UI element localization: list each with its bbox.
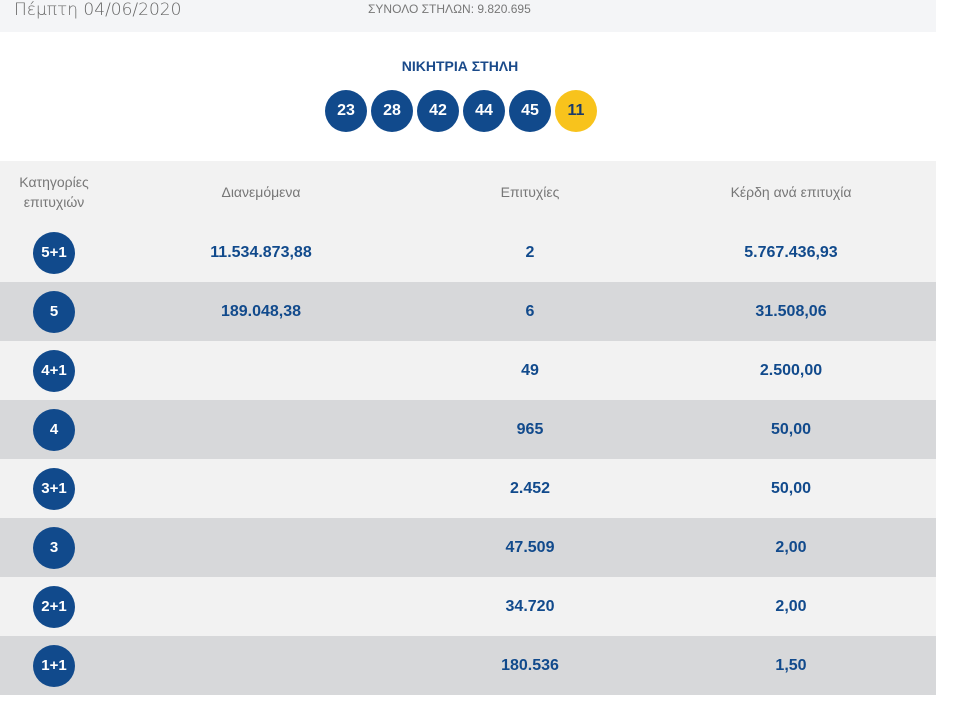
- category-badge: 2+1: [33, 585, 75, 628]
- number-ball: 42: [417, 90, 459, 132]
- category-badge: 3+1: [33, 467, 75, 510]
- category-badge: 4+1: [33, 349, 75, 392]
- joker-ball: 11: [555, 90, 597, 132]
- winning-column-title: ΝΙΚΗΤΡΙΑ ΣΤΗΛΗ: [401, 58, 519, 74]
- table-row: 4+1 49 2.500,00: [0, 341, 936, 400]
- category-cell: 4+1: [0, 349, 108, 392]
- prize-cell: 2,00: [775, 538, 807, 556]
- winners-cell: 180.536: [501, 656, 559, 674]
- table-row: 2+1 34.720 2,00: [0, 577, 936, 636]
- header-prize: Κέρδη ανά επιτυχία: [730, 184, 852, 200]
- winners-cell: 49: [521, 361, 539, 379]
- table-row: 4 965 50,00: [0, 400, 936, 459]
- category-cell: 5: [0, 290, 108, 333]
- draw-date: Πέμπτη 04/06/2020: [14, 0, 182, 20]
- winners-cell: 2.452: [509, 479, 551, 497]
- number-ball: 44: [463, 90, 505, 132]
- category-badge: 1+1: [33, 644, 75, 687]
- winners-cell: 47.509: [505, 538, 555, 556]
- category-badge: 5+1: [33, 231, 75, 274]
- distributed-cell: 189.048,38: [220, 302, 302, 320]
- table-row: 3 47.509 2,00: [0, 518, 936, 577]
- number-ball: 45: [509, 90, 551, 132]
- category-badge: 3: [33, 526, 75, 569]
- prize-cell: 1,50: [775, 656, 807, 674]
- draw-info-bar: Πέμπτη 04/06/2020 ΣΥΝΟΛΟ ΣΤΗΛΩΝ: 9.820.6…: [0, 0, 936, 32]
- header-categories: Κατηγορίες επιτυχιών: [19, 174, 89, 210]
- total-columns: ΣΥΝΟΛΟ ΣΤΗΛΩΝ: 9.820.695: [368, 2, 531, 16]
- table-row: 1+1 180.536 1,50: [0, 636, 936, 695]
- winners-cell: 34.720: [505, 597, 555, 615]
- prize-cell: 2,00: [775, 597, 807, 615]
- winners-cell: 6: [525, 302, 535, 320]
- table-header: Κατηγορίες επιτυχιών Διανεμόμενα Επιτυχί…: [0, 161, 936, 223]
- number-ball: 28: [371, 90, 413, 132]
- category-cell: 5+1: [0, 231, 108, 274]
- category-cell: 3+1: [0, 467, 108, 510]
- prize-table: Κατηγορίες επιτυχιών Διανεμόμενα Επιτυχί…: [0, 161, 936, 695]
- prize-cell: 50,00: [770, 420, 812, 438]
- header-distributed: Διανεμόμενα: [221, 184, 301, 200]
- table-row: 5 189.048,38 6 31.508,06: [0, 282, 936, 341]
- number-ball: 23: [325, 90, 367, 132]
- prize-cell: 50,00: [770, 479, 812, 497]
- prize-cell: 31.508,06: [755, 302, 827, 320]
- winning-numbers: 23 28 42 44 45 11: [325, 90, 597, 132]
- winners-cell: 965: [516, 420, 544, 438]
- table-row: 5+1 11.534.873,88 2 5.767.436,93: [0, 223, 936, 282]
- table-row: 3+1 2.452 50,00: [0, 459, 936, 518]
- distributed-cell: 11.534.873,88: [210, 243, 312, 261]
- category-badge: 5: [33, 290, 75, 333]
- category-cell: 4: [0, 408, 108, 451]
- category-cell: 3: [0, 526, 108, 569]
- category-badge: 4: [33, 408, 75, 451]
- category-cell: 1+1: [0, 644, 108, 687]
- winners-cell: 2: [525, 243, 535, 261]
- category-cell: 2+1: [0, 585, 108, 628]
- prize-cell: 2.500,00: [759, 361, 823, 379]
- prize-cell: 5.767.436,93: [744, 243, 838, 261]
- header-winners: Επιτυχίες: [500, 184, 560, 200]
